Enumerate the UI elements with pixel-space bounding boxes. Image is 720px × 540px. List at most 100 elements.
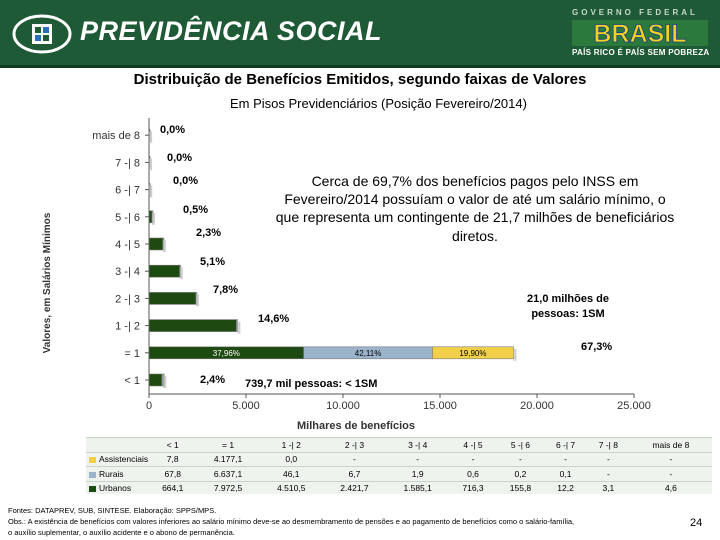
bar-shadow (163, 376, 167, 388)
header-stripe (0, 65, 720, 68)
y-tick-label: 5 -| 6 (115, 212, 140, 224)
table-cell: 1,9 (386, 466, 450, 481)
y-tick-label: < 1 (124, 375, 140, 387)
legend-label: Urbanos (99, 483, 132, 494)
y-tick-label: mais de 8 (92, 130, 140, 142)
bar-urbanos (148, 210, 153, 224)
table-header-cell: 3 -| 4 (386, 437, 450, 452)
gov-slogan: PAÍS RICO É PAÍS SEM POBREZA (572, 48, 710, 57)
table-header-cell: = 1 (196, 437, 260, 452)
segment-label: 19,90% (459, 349, 486, 358)
y-axis-label: Valores, em Salários Mínimos (42, 212, 53, 353)
y-tick-label: = 1 (124, 348, 140, 360)
y-tick-label: 4 -| 5 (115, 239, 140, 251)
table-cell: 0,1 (544, 466, 587, 481)
bar-shadow (149, 131, 153, 144)
table-cell: 3,1 (586, 480, 630, 495)
x-tick-label: 0 (146, 400, 152, 412)
percent-label: 0,0% (167, 152, 192, 164)
legend-swatch (89, 486, 96, 492)
bar-urbanos (148, 373, 163, 387)
x-tick-label: 20.000 (520, 400, 554, 412)
bar-shadow (196, 294, 200, 307)
table-cell: 7.972,5 (196, 480, 260, 495)
table-cell: 67,8 (149, 466, 197, 481)
x-tick-label: 10.000 (326, 400, 360, 412)
y-tick-label: 1 -| 2 (115, 321, 140, 333)
percent-label: 0,0% (173, 175, 198, 187)
table-cell: - (629, 451, 712, 467)
legend-swatch (89, 471, 96, 478)
table-row: Assistenciais 7,8 4.177,1 0,0- - - - - - - (86, 451, 712, 467)
table-row: Rurais 67,8 6.637,1 46,1 6,7 1,9 0,6 0,2 0,1- - (86, 466, 712, 481)
bar-shadow (179, 267, 183, 280)
table-cell: 1.585,1 (386, 480, 450, 495)
legend-label: Rurais (99, 468, 124, 479)
bar-shadow (149, 158, 153, 171)
bar-shadow (237, 321, 241, 334)
annotation-eq1-line2: pessoas: 1SM (531, 308, 604, 320)
table-cell: 46,1 (259, 466, 323, 481)
legend-label: Assistenciais (99, 454, 149, 465)
table-cell: 0,0 (259, 451, 323, 467)
table-cell: 2.421,7 (322, 480, 387, 495)
table-header-cell: 5 -| 6 (496, 437, 545, 452)
chart-title: Distribuição de Benefícios Emitidos, seg… (133, 71, 587, 88)
table-cell: - (586, 466, 630, 481)
table-cell: 0,6 (449, 466, 497, 481)
y-tick-label: 6 -| 7 (115, 185, 140, 197)
legend-assistenciais: Assistenciais (86, 451, 149, 467)
table-cell: 0,2 (496, 466, 545, 481)
segment-label: 42,11% (355, 349, 382, 358)
table-header-cell: 4 -| 5 (449, 437, 497, 452)
annotation-eq1-line1: 21,0 milhões de (527, 293, 609, 305)
percent-label: 0,5% (183, 204, 208, 216)
footer-source: Fontes: DATAPREV, SUB, SINTESE. Elaboraç… (8, 506, 217, 515)
brand-title: PREVIDÊNCIA SOCIAL (80, 16, 383, 46)
table-cell: 6.637,1 (196, 466, 260, 481)
table-header-cell: 1 -| 2 (259, 437, 323, 452)
table-cell: 4,6 (629, 480, 712, 495)
page-number: 24 (690, 517, 703, 529)
x-tick-label: 25.000 (617, 400, 651, 412)
x-tick-label: 15.000 (423, 400, 457, 412)
gov-top-label: GOVERNO FEDERAL (572, 8, 698, 17)
table-cell: 664,1 (149, 480, 197, 495)
footer-notes: Fontes: DATAPREV, SUB, SINTESE. Elaboraç… (8, 505, 574, 538)
bar-urbanos (148, 292, 197, 305)
table-cell: 12,2 (544, 480, 587, 495)
y-tick-label: 7 -| 8 (115, 157, 140, 169)
bar-shadow (162, 240, 166, 252)
bar-urbanos (148, 264, 181, 278)
footer-note-1: Obs.: A existência de benefícios com val… (8, 517, 575, 526)
brasil-logo-icon: BRASIL (572, 20, 708, 46)
annotation-lt1: 739,7 mil pessoas: < 1SM (245, 378, 377, 390)
callout-text: Cerca de 69,7% dos benefícios pagos pelo… (275, 173, 675, 244)
table-cell: 6,7 (322, 466, 387, 481)
table-cell: - (322, 451, 387, 467)
table-cell: - (544, 451, 587, 467)
table-cell: 4.177,1 (196, 451, 260, 467)
x-axis-label: Milhares de benefícios (297, 420, 415, 432)
table-cell: - (386, 451, 450, 467)
table-header-cell: 7 -| 8 (586, 437, 630, 452)
table-cell: - (496, 451, 545, 467)
bar-urbanos (148, 319, 237, 332)
percent-label: 0,0% (160, 124, 185, 136)
bar-shadow (152, 212, 156, 225)
percent-label: 7,8% (213, 284, 238, 296)
table-corner (86, 437, 149, 452)
table-header-cell: mais de 8 (629, 437, 712, 452)
table-cell: - (629, 466, 712, 481)
footer-note-2: o auxílio suplementar, o auxílio acident… (8, 528, 235, 537)
percent-label: 67,3% (581, 341, 612, 353)
header-banner: PREVIDÊNCIA SOCIAL GOVERNO FEDERAL BRASI… (0, 0, 720, 68)
table-cell: 4.510,5 (259, 480, 323, 495)
bar-shadow (513, 348, 517, 361)
table-header-cell: < 1 (149, 437, 197, 452)
y-tick-label: 3 -| 4 (115, 266, 140, 278)
percent-label: 5,1% (200, 256, 225, 268)
table-row: Urbanos 664,1 7.972,5 4.510,5 2.421,7 1.585,1… (86, 480, 712, 495)
table-cell: - (449, 451, 497, 467)
